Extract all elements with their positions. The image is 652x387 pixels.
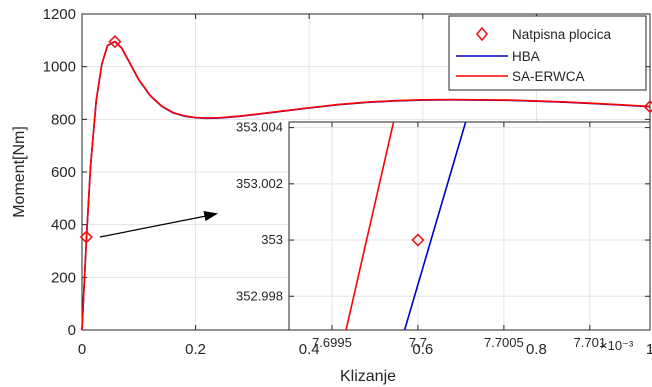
series-line-sa-erwca <box>345 122 395 330</box>
inset-x-exponent-label: ×10⁻³ <box>600 338 634 353</box>
y-tick-label: 353.002 <box>236 176 283 191</box>
series-group <box>81 40 651 331</box>
data-point-natpisna-plocica <box>643 100 652 114</box>
legend-diamond-marker <box>475 26 489 42</box>
main-ticks: 0 0.2 0.4 0.6 0.8 1 0 200 400 600 800 1000 1200 <box>43 6 652 358</box>
data-point-natpisna-plocica <box>411 233 425 247</box>
inset-axes-frame <box>288 121 651 331</box>
inset-ticks: 7.6995 7.7 7.7005 7.701 352.998 353 353.002 353… <box>236 120 650 350</box>
y-tick-label: 800 <box>51 111 76 128</box>
y-tick-label: 400 <box>51 217 76 234</box>
series-group <box>345 122 467 330</box>
main-series <box>79 35 652 331</box>
x-tick-label: 0.8 <box>526 341 547 358</box>
x-tick-label: 0.2 <box>185 341 206 358</box>
x-tick-label: 7.6995 <box>312 335 352 350</box>
x-tick-label: 0.6 <box>412 341 433 358</box>
legend: Natpisna plocica HBA SA-ERWCA <box>448 15 647 91</box>
x-axis-label: Klizanje <box>340 368 396 385</box>
y-tick-label: 353.004 <box>236 120 283 135</box>
y-tick-label: 353 <box>261 232 283 247</box>
legend-entry-saerwca: SA-ERWCA <box>456 69 585 84</box>
y-tick-label: 1000 <box>43 59 76 76</box>
y-tick-label: 0 <box>68 322 76 339</box>
inset-grid <box>289 122 650 330</box>
data-point-natpisna-plocica <box>79 230 94 244</box>
legend-label-saerwca: SA-ERWCA <box>512 69 585 84</box>
x-tick-label: 0 <box>78 341 86 358</box>
x-tick-label: 0.4 <box>299 341 320 358</box>
x-tick-label: 7.701 <box>574 335 607 350</box>
inset-background <box>289 122 650 330</box>
legend-label-hba: HBA <box>512 49 540 64</box>
x-tick-label: 1 <box>646 341 652 358</box>
zoom-arrow <box>99 211 218 238</box>
y-tick-label: 600 <box>51 164 76 181</box>
legend-label-natpisna: Natpisna plocica <box>512 27 612 42</box>
legend-entry-natpisna: Natpisna plocica <box>475 26 612 42</box>
x-tick-label: 7.7005 <box>484 335 524 350</box>
inset-series <box>345 122 467 330</box>
data-point-natpisna-plocica <box>108 35 122 49</box>
y-tick-label: 352.998 <box>236 288 283 303</box>
y-axis-label: Moment[Nm] <box>11 126 28 218</box>
legend-entry-hba: HBA <box>456 49 540 64</box>
y-tick-label: 200 <box>51 269 76 286</box>
y-tick-label: 1200 <box>43 6 76 23</box>
series-line-sa-erwca <box>81 40 651 331</box>
x-tick-label: 7.7 <box>409 335 427 350</box>
series-line-hba <box>403 122 467 330</box>
